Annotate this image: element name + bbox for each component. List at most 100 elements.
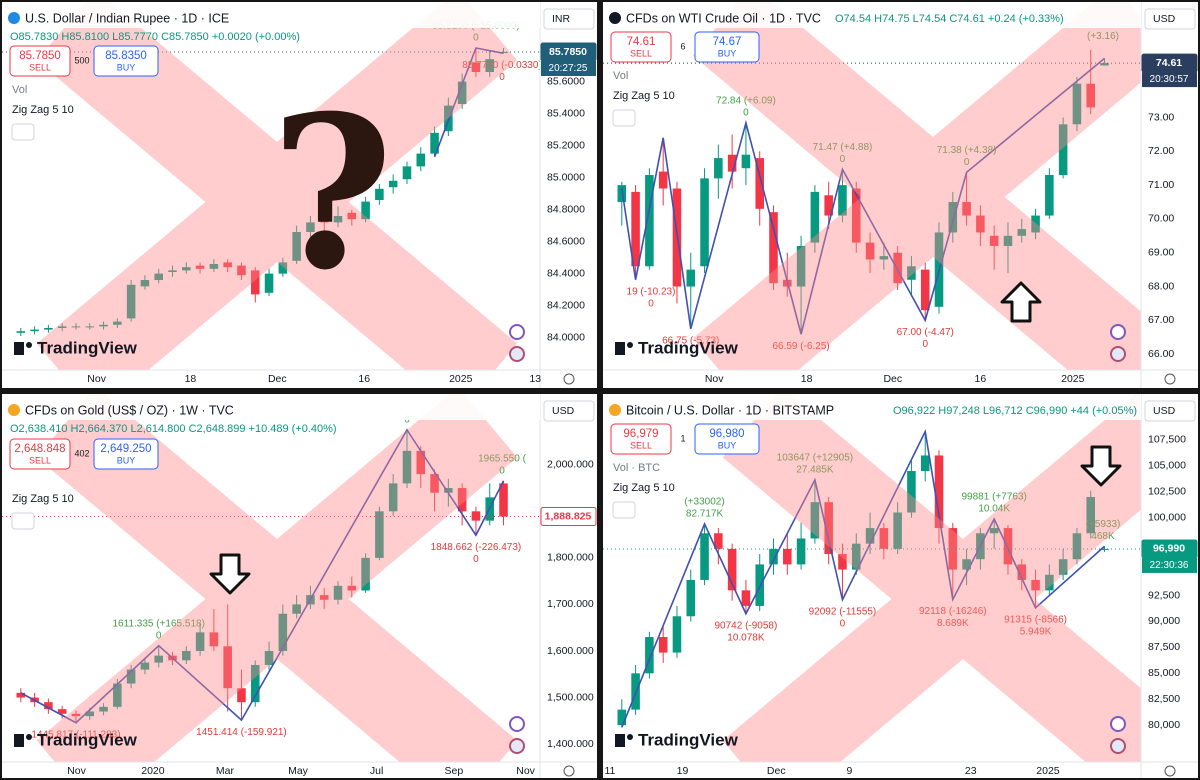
buy-label: BUY (718, 48, 737, 58)
candle-body (1100, 548, 1109, 550)
currency: USD (1153, 405, 1176, 417)
candle-body (71, 713, 81, 717)
indicator-label: Vol (613, 70, 628, 82)
y-tick-label: 71.00 (1148, 179, 1174, 191)
candle-body (1031, 215, 1040, 233)
candle-body (727, 154, 737, 172)
zigzag-sublabel: 0 (473, 33, 479, 44)
candle-body (416, 450, 426, 475)
last-price-box (1141, 53, 1198, 73)
candle-body (16, 692, 26, 698)
candle-body (126, 284, 136, 319)
sell-button[interactable] (610, 423, 672, 455)
candle-body (375, 188, 384, 200)
buy-button[interactable] (93, 45, 159, 77)
time-axis (2, 370, 597, 388)
candle-body (1017, 564, 1027, 580)
collapse-button[interactable] (11, 512, 35, 530)
candle-body (209, 264, 219, 269)
zigzag-sublabel: 0 (743, 108, 749, 119)
candle-body (1003, 528, 1013, 565)
candle-body (444, 488, 453, 493)
candle-body (402, 166, 412, 180)
candle-body (741, 154, 751, 169)
candle-body (71, 326, 81, 328)
candle-body (907, 266, 916, 280)
candle-body (727, 548, 737, 591)
candle-body (893, 512, 902, 549)
x-tick-label: Nov (516, 765, 535, 777)
candle-body (57, 326, 67, 328)
brand-logo (26, 342, 32, 348)
y-tick-label: 70.00 (1148, 213, 1174, 225)
settings-icon (1164, 765, 1176, 777)
candle-body (347, 585, 357, 591)
ohlc-values: O96,922 H97,248 L96,712 C96,990 +44 (+0.… (893, 405, 1137, 417)
sell-label: SELL (630, 440, 652, 450)
candle-body (223, 646, 232, 689)
candle-body (672, 616, 682, 653)
symbol-icon (609, 404, 621, 416)
zigzag-label: (+33002) (684, 497, 724, 508)
collapse-button[interactable] (612, 501, 636, 519)
tool-icon (509, 716, 525, 732)
buy-button[interactable] (694, 423, 760, 455)
brand: TradingView (37, 338, 138, 357)
time-axis (603, 370, 1198, 388)
buy-button[interactable] (93, 438, 159, 470)
chart-title: CFDs on WTI Crude Oil · 1D · TVC (626, 11, 821, 25)
indicator-label: Zig Zag 5 10 (12, 493, 74, 505)
candle-body (195, 632, 205, 651)
candle-body (292, 232, 301, 261)
candle-body (154, 655, 163, 663)
x-tick-label: Dec (767, 765, 786, 777)
x-tick-label: 2025 (449, 373, 473, 385)
collapse-button[interactable] (612, 109, 636, 127)
candle-body (838, 554, 847, 570)
y-tick-label: 92,500 (1148, 589, 1180, 601)
candle-body (237, 265, 246, 276)
zigzag-label: 71.38 (+4.38) (937, 145, 997, 156)
zigzag-label: 1965.550 ( (478, 453, 526, 464)
y-tick-label: 102,500 (1148, 486, 1186, 498)
last-price-label: 96,990 (1153, 543, 1185, 555)
cross-overlay (36, 2, 518, 388)
chart-title: U.S. Dollar / Indian Rupee · 1D · ICE (25, 11, 229, 25)
sell-button[interactable] (610, 31, 672, 63)
candle-body (617, 709, 627, 726)
candle-body (645, 637, 654, 674)
y-tick-label: 84.2000 (547, 299, 585, 311)
zigzag-sublabel: 0 (964, 157, 970, 168)
spread: 500 (74, 55, 89, 65)
sell-button[interactable] (9, 45, 71, 77)
time-axis (2, 762, 597, 778)
candle-body (1058, 124, 1068, 175)
candle-body (99, 324, 108, 327)
candle-body (824, 502, 833, 555)
sell-price: 2,648.848 (14, 443, 65, 455)
ohlc-values: O2,638.410 H2,664.370 L2,614.800 C2,648.… (10, 423, 337, 435)
time-axis (603, 762, 1198, 778)
candle-body (962, 202, 971, 216)
x-tick-label: Dec (883, 373, 902, 385)
candle-body (755, 564, 764, 606)
candle-body (1031, 579, 1040, 591)
candle-body (182, 650, 191, 661)
collapse-button[interactable] (11, 123, 35, 141)
buy-button[interactable] (694, 31, 760, 63)
zigzag-sublabel: 0 (156, 630, 162, 641)
last-price-box (540, 507, 597, 527)
y-tick-label: 68.00 (1148, 280, 1174, 292)
cross-arm (36, 2, 518, 388)
candle-body (388, 483, 398, 512)
candle-body (1045, 174, 1054, 216)
zigzag-label: 85.7770 (-0.0330) (462, 60, 542, 71)
candle-body (976, 215, 985, 233)
candle-body (195, 265, 205, 269)
y-tick-label: 1,700.000 (547, 598, 594, 610)
tool-icon (509, 324, 525, 340)
countdown-box (1142, 72, 1197, 88)
sell-button[interactable] (9, 438, 71, 470)
zigzag-sublabel: 0 (922, 339, 928, 350)
candle-body (700, 533, 709, 580)
